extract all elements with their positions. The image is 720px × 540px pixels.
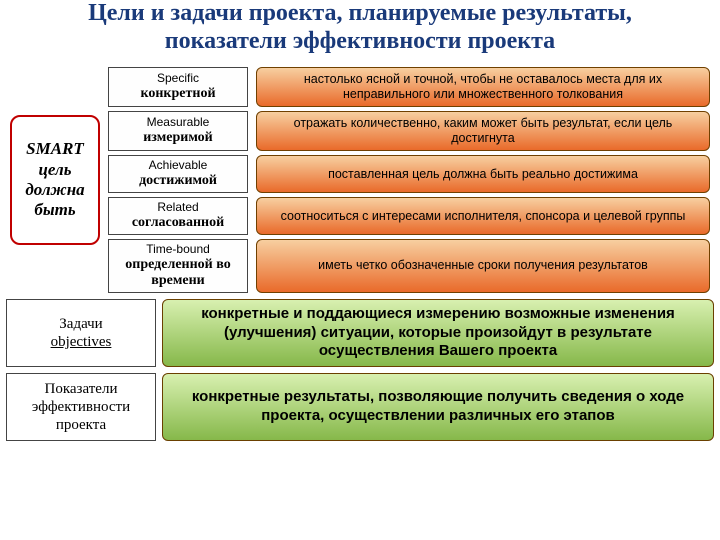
smart-rows: Specific конкретной настолько ясной и то… — [108, 67, 710, 293]
criterion-en: Specific — [111, 72, 245, 86]
criterion-box: Specific конкретной — [108, 67, 248, 107]
description-box: соотноситься с интересами исполнителя, с… — [256, 197, 710, 235]
criterion-en: Measurable — [111, 116, 245, 130]
criterion-ru: достижимой — [111, 173, 245, 189]
smart-row: Time-bound определенной во времени иметь… — [108, 239, 710, 293]
objectives-label: Задачи objectives — [6, 299, 156, 367]
description-box: отражать количественно, каким может быть… — [256, 111, 710, 151]
indicators-label: Показатели эффективности проекта — [6, 373, 156, 441]
description-box: иметь четко обозначенные сроки получения… — [256, 239, 710, 293]
bottom-row: Задачи objectives конкретные и поддающие… — [6, 299, 714, 367]
label-main: Задачи — [9, 315, 153, 333]
smart-row: Related согласованной соотноситься с инт… — [108, 197, 710, 235]
bottom-section: Задачи objectives конкретные и поддающие… — [0, 293, 720, 441]
objectives-desc: конкретные и поддающиеся измерению возмо… — [162, 299, 714, 367]
criterion-box: Related согласованной — [108, 197, 248, 235]
criterion-box: Achievable достижимой — [108, 155, 248, 193]
criterion-ru: согласованной — [111, 215, 245, 231]
criterion-box: Time-bound определенной во времени — [108, 239, 248, 293]
page-title: Цели и задачи проекта, планируемые резул… — [0, 0, 720, 63]
label-main: Показатели эффективности проекта — [9, 380, 153, 434]
smart-row: Achievable достижимой поставленная цель … — [108, 155, 710, 193]
criterion-box: Measurable измеримой — [108, 111, 248, 151]
smart-row: Specific конкретной настолько ясной и то… — [108, 67, 710, 107]
criterion-en: Achievable — [111, 159, 245, 173]
description-box: поставленная цель должна быть реально до… — [256, 155, 710, 193]
smart-row: Measurable измеримой отражать количестве… — [108, 111, 710, 151]
criterion-en: Time-bound — [111, 243, 245, 257]
smart-label-box: SMART цель должна быть — [10, 115, 100, 245]
criterion-ru: конкретной — [111, 86, 245, 102]
criterion-ru: определенной во времени — [111, 257, 245, 289]
criterion-en: Related — [111, 201, 245, 215]
label-sub: objectives — [9, 333, 153, 351]
smart-section: SMART цель должна быть Specific конкретн… — [0, 63, 720, 293]
criterion-ru: измеримой — [111, 130, 245, 146]
indicators-desc: конкретные результаты, позволяющие получ… — [162, 373, 714, 441]
bottom-row: Показатели эффективности проекта конкрет… — [6, 373, 714, 441]
description-box: настолько ясной и точной, чтобы не остав… — [256, 67, 710, 107]
